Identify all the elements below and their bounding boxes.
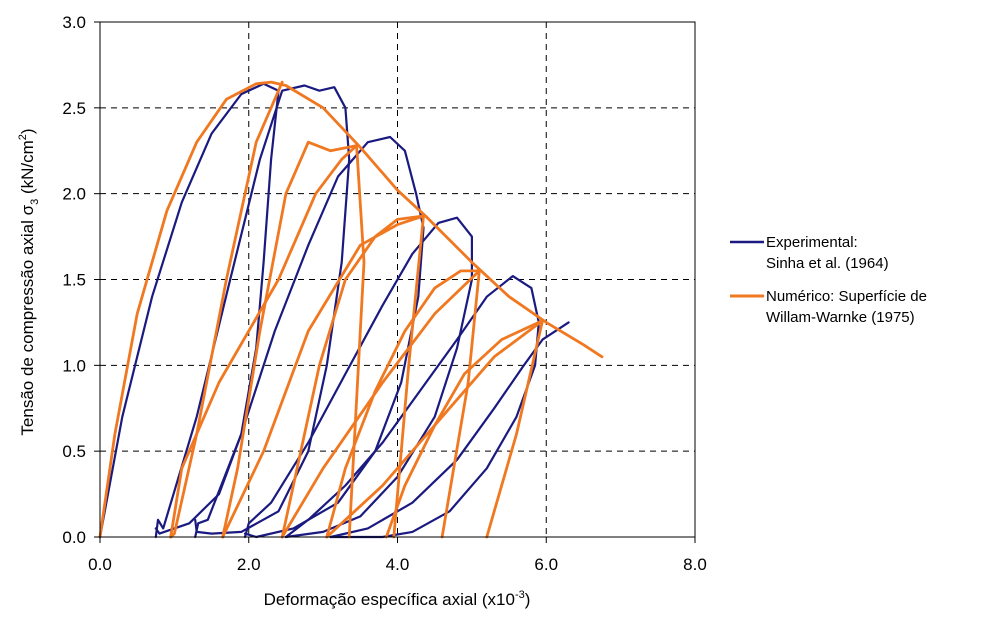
- y-axis-title-sup: 2: [17, 134, 29, 140]
- numerico-curve: [169, 144, 366, 539]
- y-axis-title-sub: 3: [29, 199, 41, 205]
- x-axis-title-sup: -3: [515, 589, 525, 601]
- numerico-curve: [280, 269, 481, 539]
- experimental-curve: [284, 275, 540, 539]
- x-axis-title-main: Deformação específica axial (x10: [264, 590, 515, 609]
- experimental-curve: [98, 82, 280, 539]
- x-tick-label: 8.0: [683, 555, 707, 574]
- y-tick-label: 0.0: [62, 528, 86, 547]
- x-tick-label: 0.0: [88, 555, 112, 574]
- x-axis-title-tail: ): [525, 590, 531, 609]
- legend-label-experimental-line1: Experimental:: [766, 234, 858, 251]
- legend: Experimental: Sinha et al. (1964) Numéri…: [730, 234, 927, 326]
- legend-label-experimental-line2: Sinha et al. (1964): [766, 255, 889, 272]
- legend-label-numerico-line1: Numérico: Superfície de: [766, 288, 927, 305]
- experimental-curve: [243, 216, 473, 539]
- legend-label-numerico-line2: Willam-Warnke (1975): [766, 309, 915, 326]
- x-tick-label: 6.0: [534, 555, 558, 574]
- experimental-curve: [329, 321, 570, 539]
- y-axis-title-tail: ): [18, 128, 37, 134]
- y-tick-label: 0.5: [62, 442, 86, 461]
- x-tick-label: 2.0: [237, 555, 261, 574]
- numerico-curve: [280, 214, 425, 539]
- y-axis-title-mid: (kN/cm: [18, 140, 37, 199]
- numerico-curve: [325, 269, 481, 539]
- x-tick-label: 4.0: [386, 555, 410, 574]
- x-axis-title: Deformação específica axial (x10-3): [264, 589, 531, 609]
- series-layer: [98, 80, 604, 539]
- y-tick-label: 1.5: [62, 271, 86, 290]
- y-tick-label: 2.5: [62, 99, 86, 118]
- experimental-curve: [194, 135, 425, 539]
- y-axis-title-main: Tensão de compressão axial σ: [18, 204, 37, 435]
- numerico-curve: [221, 140, 359, 539]
- y-tick-label: 2.0: [62, 185, 86, 204]
- numerico-curve: [98, 80, 604, 539]
- numerico-curve: [325, 319, 544, 539]
- numerico-curve: [221, 214, 425, 539]
- numerico-curve: [169, 80, 284, 539]
- ticks-layer: 0.0 2.0 4.0 6.0 8.0 0.0 0.5 1.0 1.5 2.0 2.5 3.0: [62, 13, 706, 574]
- y-tick-label: 1.0: [62, 356, 86, 375]
- y-axis-title: Tensão de compressão axial σ3 (kN/cm2): [17, 128, 41, 435]
- numerico-curve: [384, 319, 544, 539]
- y-tick-label: 3.0: [62, 13, 86, 32]
